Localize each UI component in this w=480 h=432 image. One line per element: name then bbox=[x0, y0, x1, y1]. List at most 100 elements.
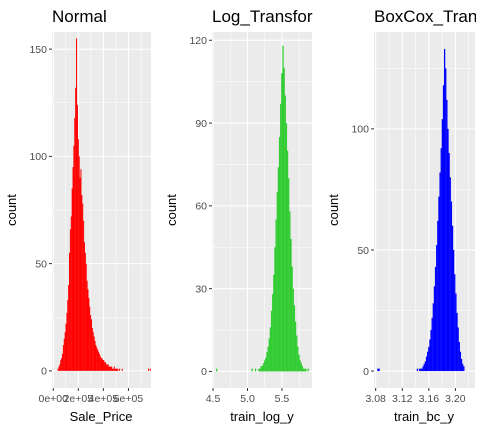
histogram-bar bbox=[107, 364, 109, 371]
histogram-bar bbox=[259, 368, 261, 372]
histogram-bar bbox=[431, 317, 433, 372]
histogram-bar bbox=[95, 345, 97, 371]
histogram-bar bbox=[79, 177, 81, 371]
page-edge-mask bbox=[476, 0, 480, 432]
y-axis-label: count bbox=[326, 194, 341, 226]
histogram-bar bbox=[450, 201, 453, 372]
histogram-bar bbox=[300, 363, 302, 372]
histogram-bar bbox=[286, 150, 289, 372]
histogram-bar bbox=[76, 104, 78, 371]
x-tick-label: 4e+05 bbox=[89, 393, 119, 405]
y-tick-label: 0 bbox=[363, 366, 369, 378]
x-tick-label: 3.20 bbox=[445, 393, 466, 405]
histogram-bar bbox=[270, 310, 273, 372]
y-tick-label: 0 bbox=[201, 366, 207, 378]
histogram-bar bbox=[80, 169, 82, 371]
histogram-bar bbox=[97, 351, 100, 371]
histogram-bar bbox=[430, 329, 432, 372]
chart-panel-3: 0 50 100 3.08 3.12 3.16 3.20 BoxCox_Tran train_b… bbox=[326, 7, 477, 424]
histogram-bar bbox=[421, 368, 423, 372]
histogram-bar bbox=[305, 368, 307, 372]
histogram-bar bbox=[251, 368, 253, 372]
histogram-bar bbox=[274, 247, 276, 372]
histogram-bar bbox=[416, 368, 419, 372]
histogram-bar bbox=[455, 293, 457, 372]
histogram-bar bbox=[119, 368, 121, 371]
histogram-bar bbox=[258, 368, 260, 372]
y-tick-label: 50 bbox=[35, 258, 47, 270]
histogram-bar bbox=[90, 319, 92, 371]
histogram-bar bbox=[66, 312, 68, 371]
x-axis-label: train_bc_y bbox=[394, 409, 454, 424]
histogram-bar bbox=[91, 327, 93, 371]
histogram-bar bbox=[90, 315, 92, 371]
histogram-bar bbox=[63, 338, 65, 371]
histogram-bar bbox=[285, 123, 288, 372]
histogram-bar bbox=[268, 338, 270, 372]
histogram-bar bbox=[102, 360, 104, 371]
histogram-bar bbox=[434, 266, 437, 372]
histogram-bar bbox=[93, 336, 95, 371]
histogram-bar bbox=[113, 366, 115, 371]
histogram-bar bbox=[454, 274, 456, 372]
histogram-bar bbox=[448, 153, 450, 372]
panel-background bbox=[212, 32, 312, 388]
histogram-bar bbox=[449, 177, 451, 372]
histogram-bar bbox=[307, 368, 309, 372]
histogram-bar bbox=[276, 192, 278, 372]
histogram-bar bbox=[64, 332, 66, 371]
histogram-bar bbox=[439, 172, 441, 372]
histogram-bar bbox=[117, 368, 119, 371]
histogram-bar bbox=[275, 219, 277, 372]
histogram-bars bbox=[377, 48, 465, 372]
histogram-bar bbox=[377, 368, 379, 372]
histogram-bar bbox=[74, 117, 76, 371]
histogram-bar bbox=[215, 368, 218, 372]
y-tick-label: 90 bbox=[195, 118, 207, 130]
histogram-bar bbox=[83, 220, 85, 371]
histogram-bar bbox=[97, 349, 99, 371]
histogram-bar bbox=[104, 362, 106, 371]
histogram-bar bbox=[108, 366, 110, 371]
histogram-bar bbox=[456, 312, 458, 372]
histogram-bar bbox=[67, 300, 69, 371]
x-tick-label: 3.08 bbox=[365, 393, 386, 405]
histogram-bar bbox=[73, 145, 75, 371]
histogram-bar bbox=[433, 286, 436, 372]
histogram-bar bbox=[266, 352, 268, 372]
histogram-bar bbox=[88, 297, 90, 371]
histogram-bar bbox=[110, 366, 112, 371]
histogram-bar bbox=[147, 368, 150, 371]
histogram-bar bbox=[75, 87, 77, 371]
histogram-bar bbox=[77, 139, 79, 371]
histogram-bar bbox=[87, 289, 89, 371]
histogram-bar bbox=[76, 38, 78, 371]
chart-panel-2: 0 30 60 90 120 4.5 5.0 5.5 Log_Transfor train_log… bbox=[164, 7, 313, 424]
histogram-bar bbox=[94, 340, 96, 371]
histogram-bar bbox=[451, 225, 454, 372]
histogram-bar bbox=[112, 368, 114, 371]
histogram-bar bbox=[89, 306, 91, 371]
histogram-bar bbox=[437, 220, 439, 372]
histogram-bar bbox=[297, 346, 299, 372]
histogram-bar bbox=[283, 67, 285, 372]
histogram-bar bbox=[296, 335, 298, 372]
x-tick-label: 4.5 bbox=[206, 393, 221, 405]
histogram-bar bbox=[299, 360, 301, 372]
histogram-bar bbox=[289, 211, 291, 372]
histogram-bar bbox=[292, 288, 294, 372]
histogram-bar bbox=[106, 364, 108, 371]
histogram-bar bbox=[104, 362, 107, 371]
histogram-bar bbox=[262, 363, 265, 372]
histogram-bar bbox=[121, 368, 123, 371]
x-tick-label: 5.5 bbox=[275, 393, 290, 405]
histogram-bar bbox=[291, 266, 293, 372]
panel-title: Log_Transfor bbox=[212, 7, 313, 26]
x-tick-label: 3.16 bbox=[419, 393, 440, 405]
histogram-bar bbox=[459, 351, 462, 372]
x-tick-label: 0e+00 bbox=[39, 393, 69, 405]
histogram-bar bbox=[65, 323, 67, 371]
histogram-bar bbox=[82, 203, 84, 371]
histogram-bar bbox=[116, 368, 118, 371]
histogram-bar bbox=[81, 194, 83, 371]
